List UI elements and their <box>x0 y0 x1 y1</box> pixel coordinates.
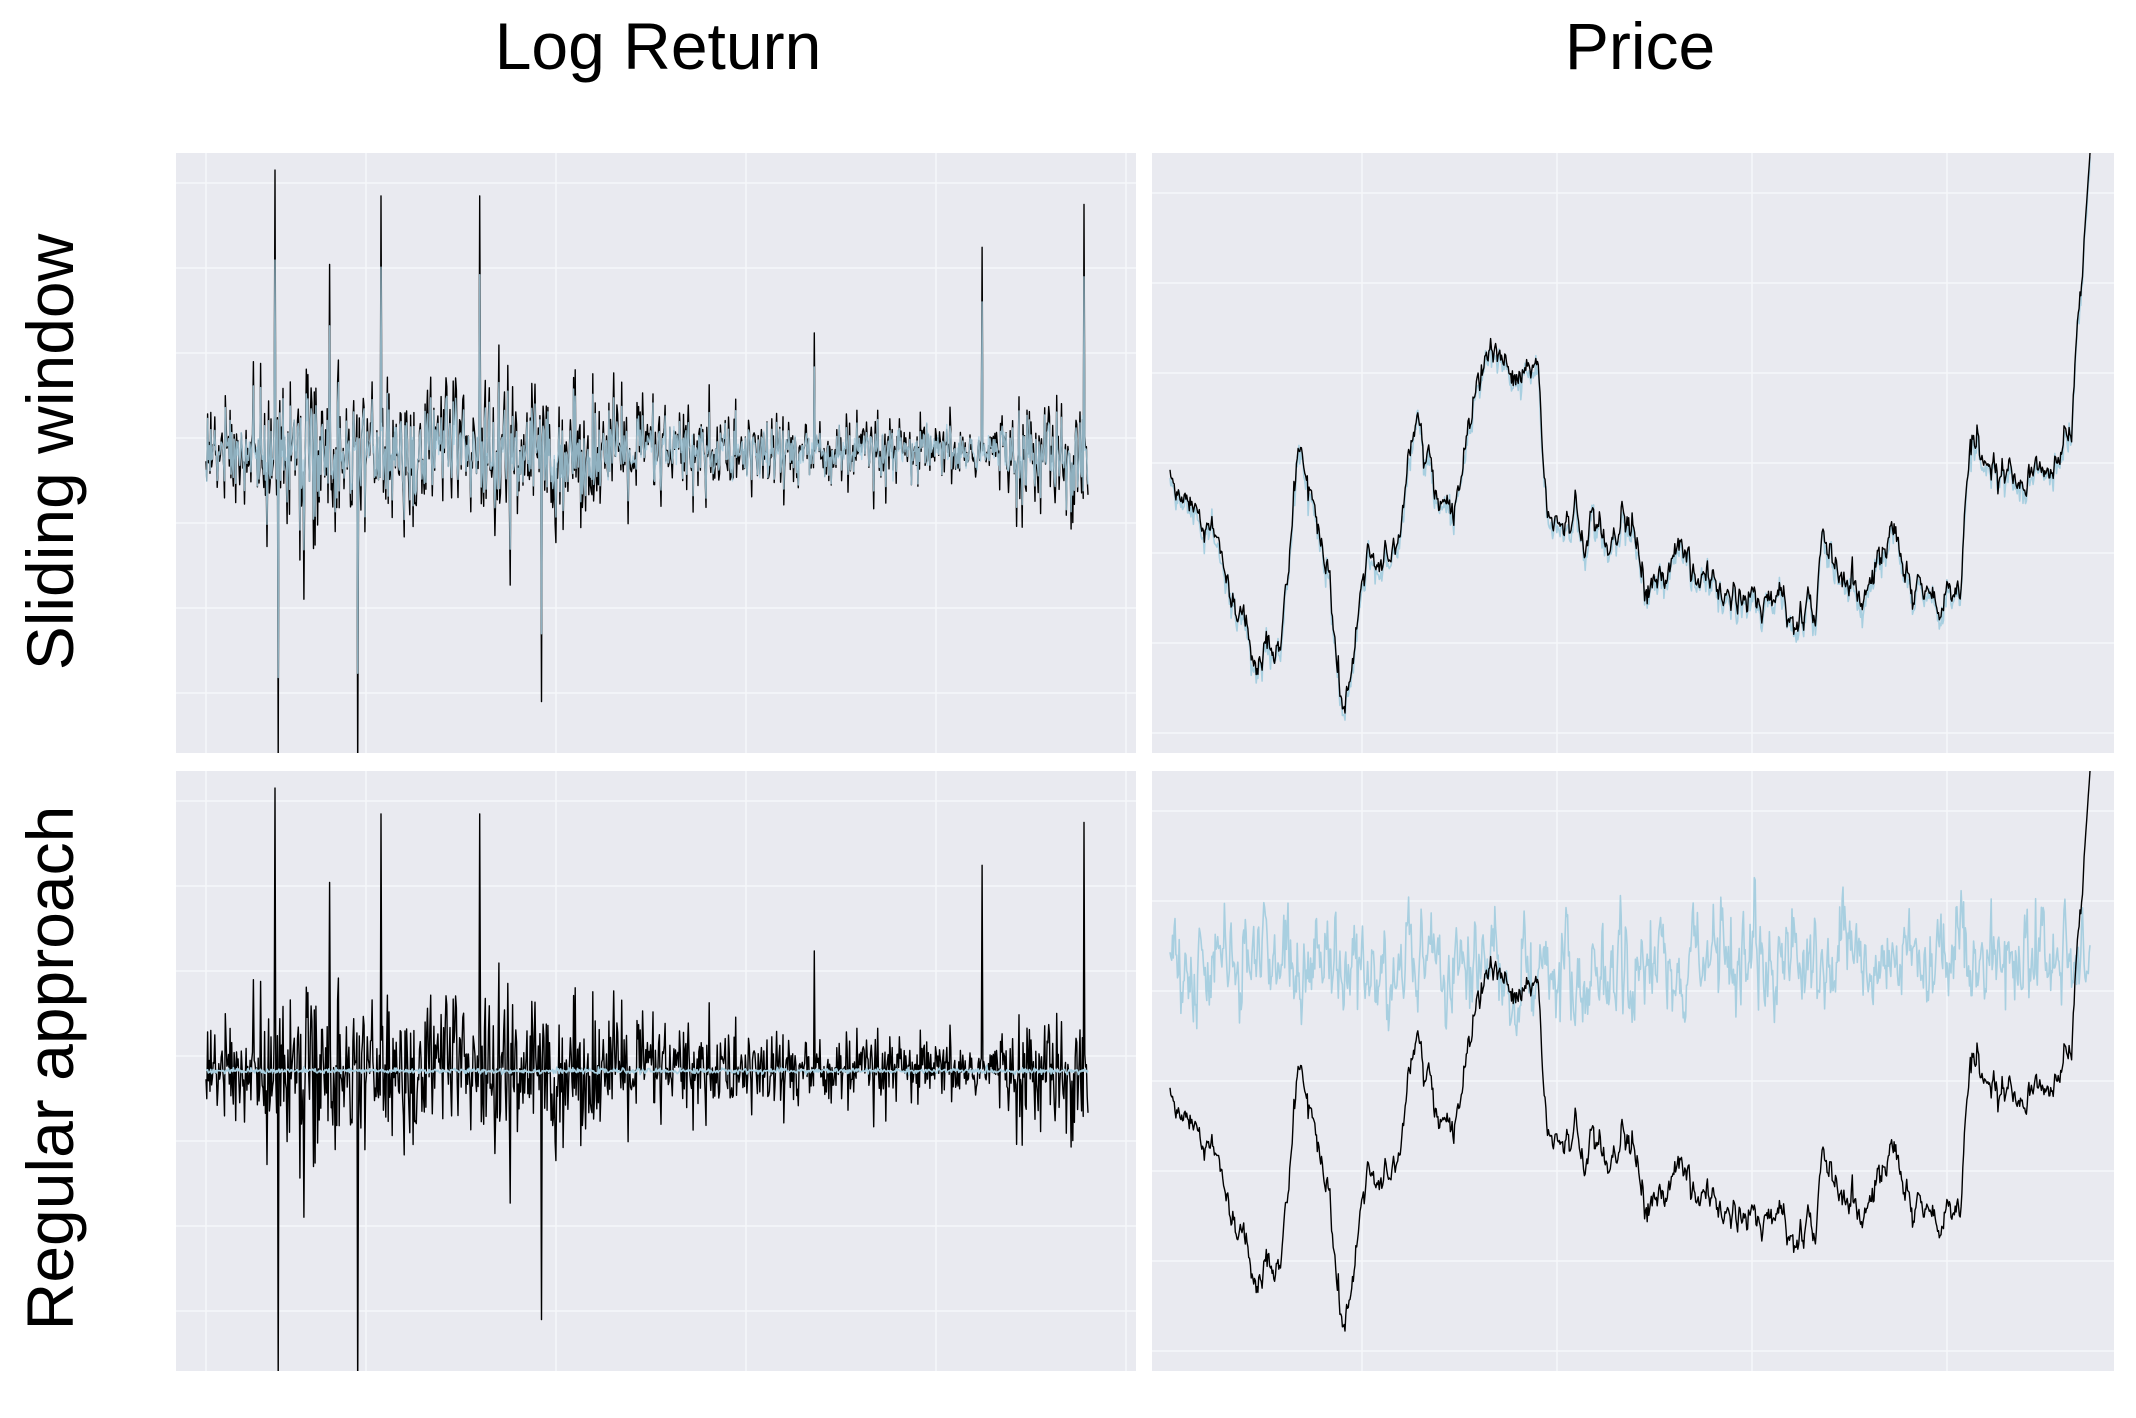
series-predicted-line <box>205 1064 1089 1076</box>
chart-sliding-log-return <box>176 153 1136 753</box>
panel-sliding-price <box>1152 153 2114 753</box>
panel-regular-log-return <box>176 771 1136 1371</box>
grid-lines <box>1152 153 2114 753</box>
chart-regular-log-return <box>176 771 1136 1371</box>
series-actual-line <box>205 787 1089 1371</box>
series-predicted-line <box>205 259 1089 679</box>
series-predicted-line <box>1169 156 2091 721</box>
col-title-price: Price <box>1564 9 1716 83</box>
row-title-sliding-window: Sliding window <box>13 233 87 671</box>
grid-lines <box>176 153 1136 753</box>
chart-sliding-price <box>1152 153 2114 753</box>
series-predicted-line <box>1169 876 2091 1037</box>
chart-regular-price <box>1152 771 2114 1371</box>
panel-regular-price <box>1152 771 2114 1371</box>
series-actual-line <box>1169 771 2091 1332</box>
grid-lines <box>176 771 1136 1371</box>
grid-lines <box>1152 771 2114 1371</box>
col-title-log-return: Log Return <box>494 9 822 83</box>
row-title-regular-approach: Regular approach <box>13 805 87 1331</box>
panel-sliding-log-return <box>176 153 1136 753</box>
series-actual-line <box>1169 153 2091 714</box>
